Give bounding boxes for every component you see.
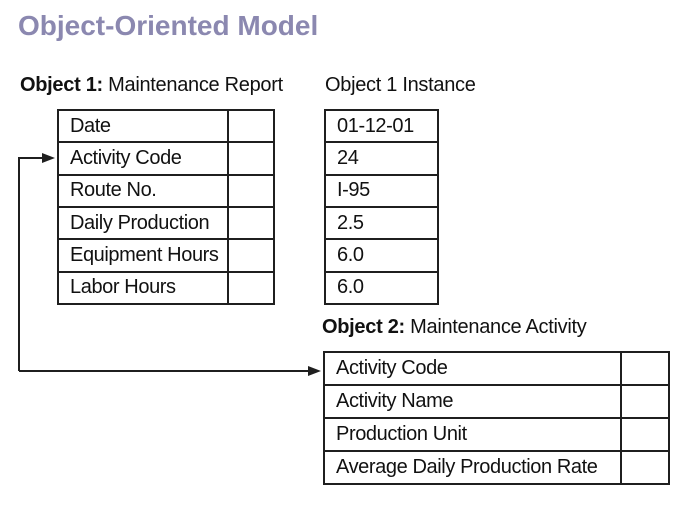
table-row: Production Unit <box>325 417 668 450</box>
table-row: Daily Production <box>59 205 273 239</box>
table-row: 01-12-01 <box>326 111 437 141</box>
value-cell <box>620 452 668 483</box>
instance-value-cell: 2.5 <box>337 211 364 234</box>
page-title: Object-Oriented Model <box>18 10 319 41</box>
field-cell: Activity Code <box>336 357 448 379</box>
table-row: Date <box>59 111 273 142</box>
field-cell: Average Daily Production Rate <box>336 456 598 478</box>
object1-label-prefix: Object 1: <box>20 74 103 96</box>
table-row: Equipment Hours <box>59 238 273 271</box>
object2-label-prefix: Object 2: <box>322 316 405 338</box>
value-cell <box>620 419 668 450</box>
table-row: Activity Code <box>59 141 273 174</box>
object1-label: Object 1: Maintenance Report <box>20 74 283 97</box>
field-cell: Production Unit <box>336 423 467 445</box>
object2-label-name: Maintenance Activity <box>404 316 587 338</box>
value-cell <box>620 386 668 417</box>
value-cell <box>227 240 273 271</box>
table-row: 6.0 <box>326 270 437 303</box>
table-row: 24 <box>326 141 437 173</box>
object1-label-name: Maintenance Report <box>102 74 283 96</box>
value-cell <box>227 272 273 303</box>
field-cell: Equipment Hours <box>70 243 219 266</box>
object2-label: Object 2: Maintenance Activity <box>322 316 587 339</box>
instance-value-cell: 6.0 <box>337 243 364 266</box>
field-cell: Labor Hours <box>70 276 176 299</box>
table-row: Activity Name <box>325 384 668 417</box>
field-cell: Date <box>70 114 111 137</box>
instance-value-cell: 24 <box>337 146 359 169</box>
instance-value-cell: 01-12-01 <box>337 114 414 137</box>
table-row: 2.5 <box>326 205 437 238</box>
instance-label: Object 1 Instance <box>325 74 476 96</box>
instance-value-cell: 6.0 <box>337 276 364 299</box>
field-cell: Activity Code <box>70 146 182 169</box>
table-row: I-95 <box>326 173 437 206</box>
value-cell <box>620 353 668 384</box>
instance-table: 01-12-01 24 I-95 2.5 6.0 6.0 <box>324 109 439 305</box>
table-row: Average Daily Production Rate <box>325 450 668 483</box>
object1-table: Date Activity Code Route No. Daily Produ… <box>57 109 275 305</box>
field-cell: Route No. <box>70 179 157 202</box>
instance-value-cell: I-95 <box>337 179 370 202</box>
table-row: 6.0 <box>326 238 437 270</box>
value-cell <box>227 143 273 174</box>
value-cell <box>227 207 273 239</box>
table-row: Labor Hours <box>59 270 273 303</box>
field-cell: Daily Production <box>70 211 210 234</box>
field-cell: Activity Name <box>336 390 454 412</box>
value-cell <box>227 175 273 206</box>
object2-table: Activity Code Activity Name Production U… <box>323 351 670 485</box>
value-cell <box>227 111 273 142</box>
table-row: Route No. <box>59 173 273 206</box>
connector-vertical-and-top-arrow <box>18 153 55 371</box>
table-row: Activity Code <box>325 353 668 384</box>
